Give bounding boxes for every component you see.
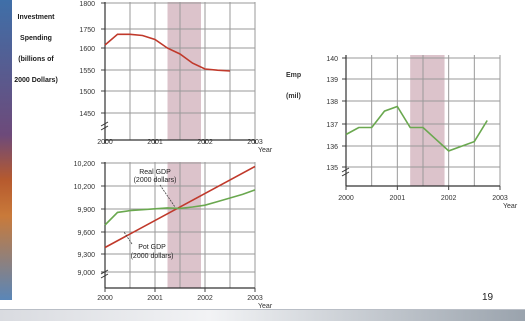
chart3-xtick-label-2: 2002 <box>441 195 457 202</box>
chart3-ytick-label-4: 136 <box>326 144 338 151</box>
chart1-ytick-label-5: 1450 <box>79 111 95 118</box>
chart1-ytick-label-3: 1550 <box>79 68 95 75</box>
chart2-ytick-label-5: 9,000 <box>77 270 95 277</box>
chart2-annotation-real-gdp-line2: (2000 dollars) <box>134 177 177 184</box>
chart2-ytick-label-1: 10,200 <box>74 184 96 191</box>
chart2-ytick-label-4: 9,300 <box>77 252 95 259</box>
chart3-ytick-label-5: 135 <box>326 165 338 172</box>
chart3-ytick-label-0: 140 <box>326 56 338 63</box>
chart3-ytick-label-2: 138 <box>326 99 338 106</box>
chart2-annotation-pot-gdp-line1: Pot GDP <box>138 244 166 251</box>
chart1-ytick-label-2: 1600 <box>79 46 95 53</box>
chart2-annotation-real-gdp-line1: Real GDP <box>139 169 171 176</box>
chart1-ytick-label-4: 1500 <box>79 89 95 96</box>
chart1-ytick-label-0: 1800 <box>79 1 95 8</box>
chart2-ytick-label-2: 9,900 <box>77 207 95 214</box>
chart2-xaxis-label: Year <box>258 303 273 310</box>
chart2-xtick-label-3: 2003 <box>247 295 263 302</box>
chart2-ytick-label-0: 10,200 <box>74 161 96 168</box>
chart3-xtick-label-3: 2003 <box>492 195 508 202</box>
chart3-xaxis-label: Year <box>503 203 518 210</box>
chart3-recession-band <box>410 55 444 186</box>
chart2-xtick-label-2: 2002 <box>197 295 213 302</box>
chart3-ytick-label-3: 137 <box>326 122 338 129</box>
chart1-recession-band <box>168 2 202 140</box>
chart2-ytick-label-3: 9,600 <box>77 230 95 237</box>
chart2-xtick-label-1: 2001 <box>147 295 163 302</box>
chart3-xtick-label-0: 2000 <box>338 195 354 202</box>
chart3-ytick-label-1: 139 <box>326 77 338 84</box>
chart1-xtick-label-3: 2003 <box>247 139 263 146</box>
page-number: 19 <box>482 292 493 303</box>
chart1-xtick-label-0: 2000 <box>97 139 113 146</box>
chart1-ytick-label-1: 1750 <box>79 27 95 34</box>
chart3-xtick-label-1: 2001 <box>390 195 406 202</box>
chart1-xtick-label-1: 2001 <box>147 139 163 146</box>
chart2-xtick-label-0: 2000 <box>97 295 113 302</box>
chart1-xaxis-label: Year <box>258 147 273 154</box>
chart1-xtick-label-2: 2002 <box>197 139 213 146</box>
chart2-annotation-pot-gdp-line2: (2000 dollars) <box>131 253 174 260</box>
